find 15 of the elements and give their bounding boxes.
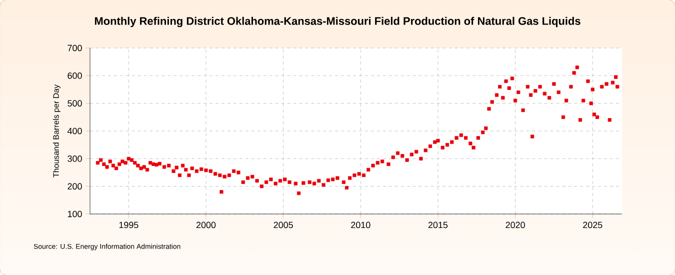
x-tick-label: 2020 bbox=[506, 222, 525, 228]
y-tick-label: 100 bbox=[68, 210, 82, 218]
y-tick-label: 700 bbox=[68, 44, 82, 52]
y-tick-label: 200 bbox=[68, 183, 82, 190]
y-tick-label: 500 bbox=[68, 100, 82, 107]
x-tick-label: 1995 bbox=[119, 222, 138, 228]
x-tick-label: 2005 bbox=[274, 222, 293, 228]
x-tick-label: 2025 bbox=[583, 222, 602, 228]
x-tick-label: 2010 bbox=[351, 222, 370, 228]
y-tick-label: 300 bbox=[68, 155, 82, 162]
y-tick-label: 600 bbox=[68, 72, 82, 79]
x-tick-label: 2000 bbox=[196, 222, 216, 228]
y-tick-label: 400 bbox=[67, 128, 82, 134]
x-tick-label: 2015 bbox=[428, 222, 448, 228]
chart-title: Monthly Refining District Oklahoma-Kansas-Missouri Field Production of Natural Gas Liquids bbox=[94, 16, 580, 28]
